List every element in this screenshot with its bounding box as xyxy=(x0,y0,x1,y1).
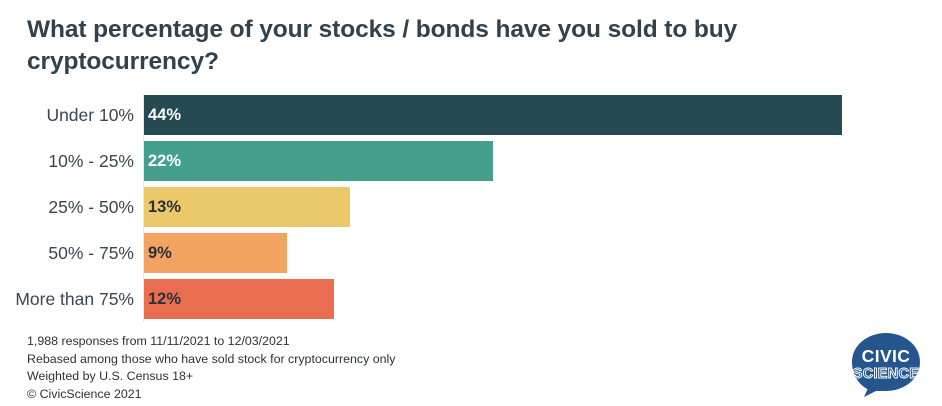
speech-bubble-icon: CIVIC SCIENCE xyxy=(852,333,920,397)
footnotes: 1,988 responses from 11/11/2021 to 12/03… xyxy=(27,333,395,403)
footnote-rebased: Rebased among those who have sold stock … xyxy=(27,351,396,366)
category-label: 10% - 25% xyxy=(48,151,134,171)
category-label: Under 10% xyxy=(46,105,134,125)
category-label: 50% - 75% xyxy=(48,243,134,263)
bar-segment[interactable] xyxy=(144,187,351,227)
category-label: 25% - 50% xyxy=(48,197,134,217)
plot-area: Under 10% 44% 10% - 25% 22% 25% - 50% 13… xyxy=(0,92,942,324)
bar-value-label: 9% xyxy=(148,244,172,262)
bar-row: More than 75% 12% xyxy=(0,279,942,319)
footnote-copyright: © CivicScience 2021 xyxy=(27,386,142,401)
bar-row: 25% - 50% 13% xyxy=(0,187,942,227)
footnote-responses: 1,988 responses from 11/11/2021 to 12/03… xyxy=(27,334,290,348)
category-label: More than 75% xyxy=(15,289,134,309)
bar-segment[interactable] xyxy=(144,233,287,273)
bar-value-label: 13% xyxy=(148,198,182,216)
svg-text:CIVIC: CIVIC xyxy=(862,346,911,366)
civicscience-logo: CIVIC SCIENCE xyxy=(850,331,922,399)
bar-value-label: 22% xyxy=(148,152,182,170)
bar-value-label: 12% xyxy=(148,290,182,308)
bar-row: 50% - 75% 9% xyxy=(0,233,942,273)
bar-row: Under 10% 44% xyxy=(0,95,942,135)
bar-segment[interactable] xyxy=(144,141,493,181)
bar-segment[interactable] xyxy=(144,95,842,135)
chart-title: What percentage of your stocks / bonds h… xyxy=(27,16,738,75)
bar-row: 10% - 25% 22% xyxy=(0,141,942,181)
bar-value-label: 44% xyxy=(148,106,182,124)
footnote-weighting: Weighted by U.S. Census 18+ xyxy=(27,369,194,384)
svg-text:SCIENCE: SCIENCE xyxy=(853,366,920,382)
bar-segment[interactable] xyxy=(144,279,335,319)
y-axis-line xyxy=(143,94,144,322)
